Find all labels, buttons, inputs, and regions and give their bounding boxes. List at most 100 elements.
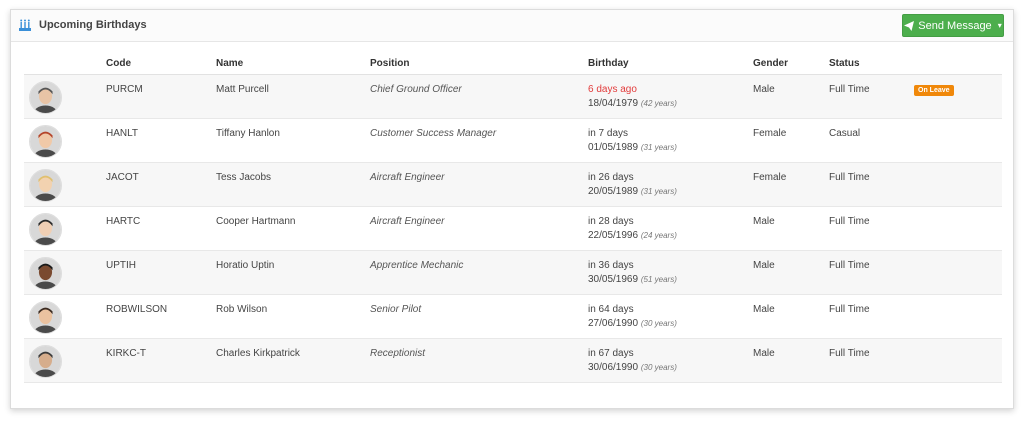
name-cell: Tiffany Hanlon <box>216 118 370 163</box>
badge-cell <box>914 250 1002 295</box>
badge-cell <box>914 162 1002 207</box>
birthday-cell: in 36 days 30/05/1969 (51 years) <box>588 250 753 295</box>
code-cell: UPTIH <box>106 250 216 295</box>
position-cell: Aircraft Engineer <box>370 162 588 207</box>
upcoming-birthdays-panel: Upcoming Birthdays Send Message ▾ Code N… <box>10 9 1014 409</box>
gender-cell: Male <box>753 338 829 383</box>
badge-cell <box>914 206 1002 251</box>
name-cell: Charles Kirkpatrick <box>216 338 370 383</box>
table-row[interactable]: JACOT Tess Jacobs Aircraft Engineer in 2… <box>24 162 1002 207</box>
position-text: Customer Success Manager <box>370 127 497 139</box>
avatar-cell <box>24 118 106 163</box>
birthday-relative: in 64 days <box>588 303 634 315</box>
birthday-cell: in 28 days 22/05/1996 (24 years) <box>588 206 753 251</box>
avatar-cell <box>24 162 106 207</box>
status-cell: Full Time <box>829 162 914 207</box>
birthday-age: (51 years) <box>640 274 677 284</box>
table-row[interactable]: UPTIH Horatio Uptin Apprentice Mechanic … <box>24 250 1002 295</box>
avatar[interactable] <box>29 212 62 246</box>
table-row[interactable]: ROBWILSON Rob Wilson Senior Pilot in 64 … <box>24 294 1002 339</box>
avatar-cell <box>24 338 106 383</box>
avatar-cell <box>24 250 106 295</box>
position-text: Senior Pilot <box>370 303 422 315</box>
column-header-name[interactable]: Name <box>216 53 370 75</box>
birthday-cell: in 26 days 20/05/1989 (31 years) <box>588 162 753 207</box>
birthday-date-line: 20/05/1989 (31 years) <box>588 185 753 199</box>
badge-cell <box>914 338 1002 383</box>
birthday-date-line: 27/06/1990 (30 years) <box>588 317 753 331</box>
status-cell: Full Time <box>829 294 914 339</box>
birthday-date-line: 18/04/1979 (42 years) <box>588 97 753 111</box>
code-cell: ROBWILSON <box>106 294 216 339</box>
column-header-gender[interactable]: Gender <box>753 53 829 75</box>
birthday-cell: 6 days ago 18/04/1979 (42 years) <box>588 74 753 119</box>
gender-cell: Male <box>753 206 829 251</box>
avatar[interactable] <box>29 124 62 158</box>
avatar[interactable] <box>29 168 62 202</box>
send-message-button[interactable]: Send Message ▾ <box>902 14 1004 37</box>
badge-cell: On Leave <box>914 74 1002 119</box>
code-cell: HANLT <box>106 118 216 163</box>
badge-cell <box>914 294 1002 339</box>
column-header-birthday[interactable]: Birthday <box>588 53 753 75</box>
position-text: Chief Ground Officer <box>370 83 462 95</box>
position-text: Aircraft Engineer <box>370 215 445 227</box>
status-cell: Full Time <box>829 338 914 383</box>
birthday-age: (30 years) <box>640 362 677 372</box>
caret-down-icon: ▾ <box>997 21 1002 30</box>
table-row[interactable]: HANLT Tiffany Hanlon Customer Success Ma… <box>24 118 1002 163</box>
birthday-age: (42 years) <box>640 98 677 108</box>
avatar[interactable] <box>29 300 62 334</box>
avatar[interactable] <box>29 344 62 378</box>
column-header-badge <box>914 53 1002 75</box>
birthday-date: 30/05/1969 <box>588 273 639 285</box>
status-cell: Casual <box>829 118 914 163</box>
table-row[interactable]: PURCM Matt Purcell Chief Ground Officer … <box>24 74 1002 119</box>
birthday-relative: in 36 days <box>588 259 634 271</box>
birthday-date: 18/04/1979 <box>588 97 639 109</box>
birthday-relative: in 26 days <box>588 171 634 183</box>
birthday-age: (31 years) <box>640 186 677 196</box>
birthday-date: 01/05/1989 <box>588 141 639 153</box>
birthday-date-line: 01/05/1989 (31 years) <box>588 141 753 155</box>
name-cell: Rob Wilson <box>216 294 370 339</box>
code-cell: JACOT <box>106 162 216 207</box>
birthday-date: 22/05/1996 <box>588 229 639 241</box>
position-cell: Aircraft Engineer <box>370 206 588 251</box>
gender-cell: Female <box>753 118 829 163</box>
avatar[interactable] <box>29 80 62 114</box>
table-row[interactable]: HARTC Cooper Hartmann Aircraft Engineer … <box>24 206 1002 251</box>
birthdays-table: Code Name Position Birthday Gender Statu… <box>24 53 1002 383</box>
avatar-cell <box>24 294 106 339</box>
birthday-age: (24 years) <box>640 230 677 240</box>
column-header-position[interactable]: Position <box>370 53 588 75</box>
code-cell: PURCM <box>106 74 216 119</box>
birthday-cell: in 7 days 01/05/1989 (31 years) <box>588 118 753 163</box>
birthday-date-line: 30/05/1969 (51 years) <box>588 273 753 287</box>
gender-cell: Male <box>753 74 829 119</box>
badge-cell <box>914 118 1002 163</box>
birthday-cell: in 64 days 27/06/1990 (30 years) <box>588 294 753 339</box>
position-cell: Receptionist <box>370 338 588 383</box>
position-text: Aircraft Engineer <box>370 171 445 183</box>
column-header-code[interactable]: Code <box>106 53 216 75</box>
birthday-date-line: 30/06/1990 (30 years) <box>588 361 753 375</box>
position-cell: Customer Success Manager <box>370 118 588 163</box>
position-text: Receptionist <box>370 347 426 359</box>
status-cell: Full Time <box>829 206 914 251</box>
birthday-date-line: 22/05/1996 (24 years) <box>588 229 753 243</box>
table-header-row: Code Name Position Birthday Gender Statu… <box>24 53 1002 75</box>
send-message-label: Send Message <box>918 19 992 32</box>
birthday-date: 30/06/1990 <box>588 361 639 373</box>
birthday-relative: in 28 days <box>588 215 634 227</box>
name-cell: Matt Purcell <box>216 74 370 119</box>
avatar-cell <box>24 206 106 251</box>
column-header-status[interactable]: Status <box>829 53 914 75</box>
birthday-relative: in 67 days <box>588 347 634 359</box>
birthday-age: (30 years) <box>640 318 677 328</box>
code-cell: HARTC <box>106 206 216 251</box>
panel-title: Upcoming Birthdays <box>39 19 147 31</box>
avatar[interactable] <box>29 256 62 290</box>
table-row[interactable]: KIRKC-T Charles Kirkpatrick Receptionist… <box>24 338 1002 383</box>
birthday-cell: in 67 days 30/06/1990 (30 years) <box>588 338 753 383</box>
